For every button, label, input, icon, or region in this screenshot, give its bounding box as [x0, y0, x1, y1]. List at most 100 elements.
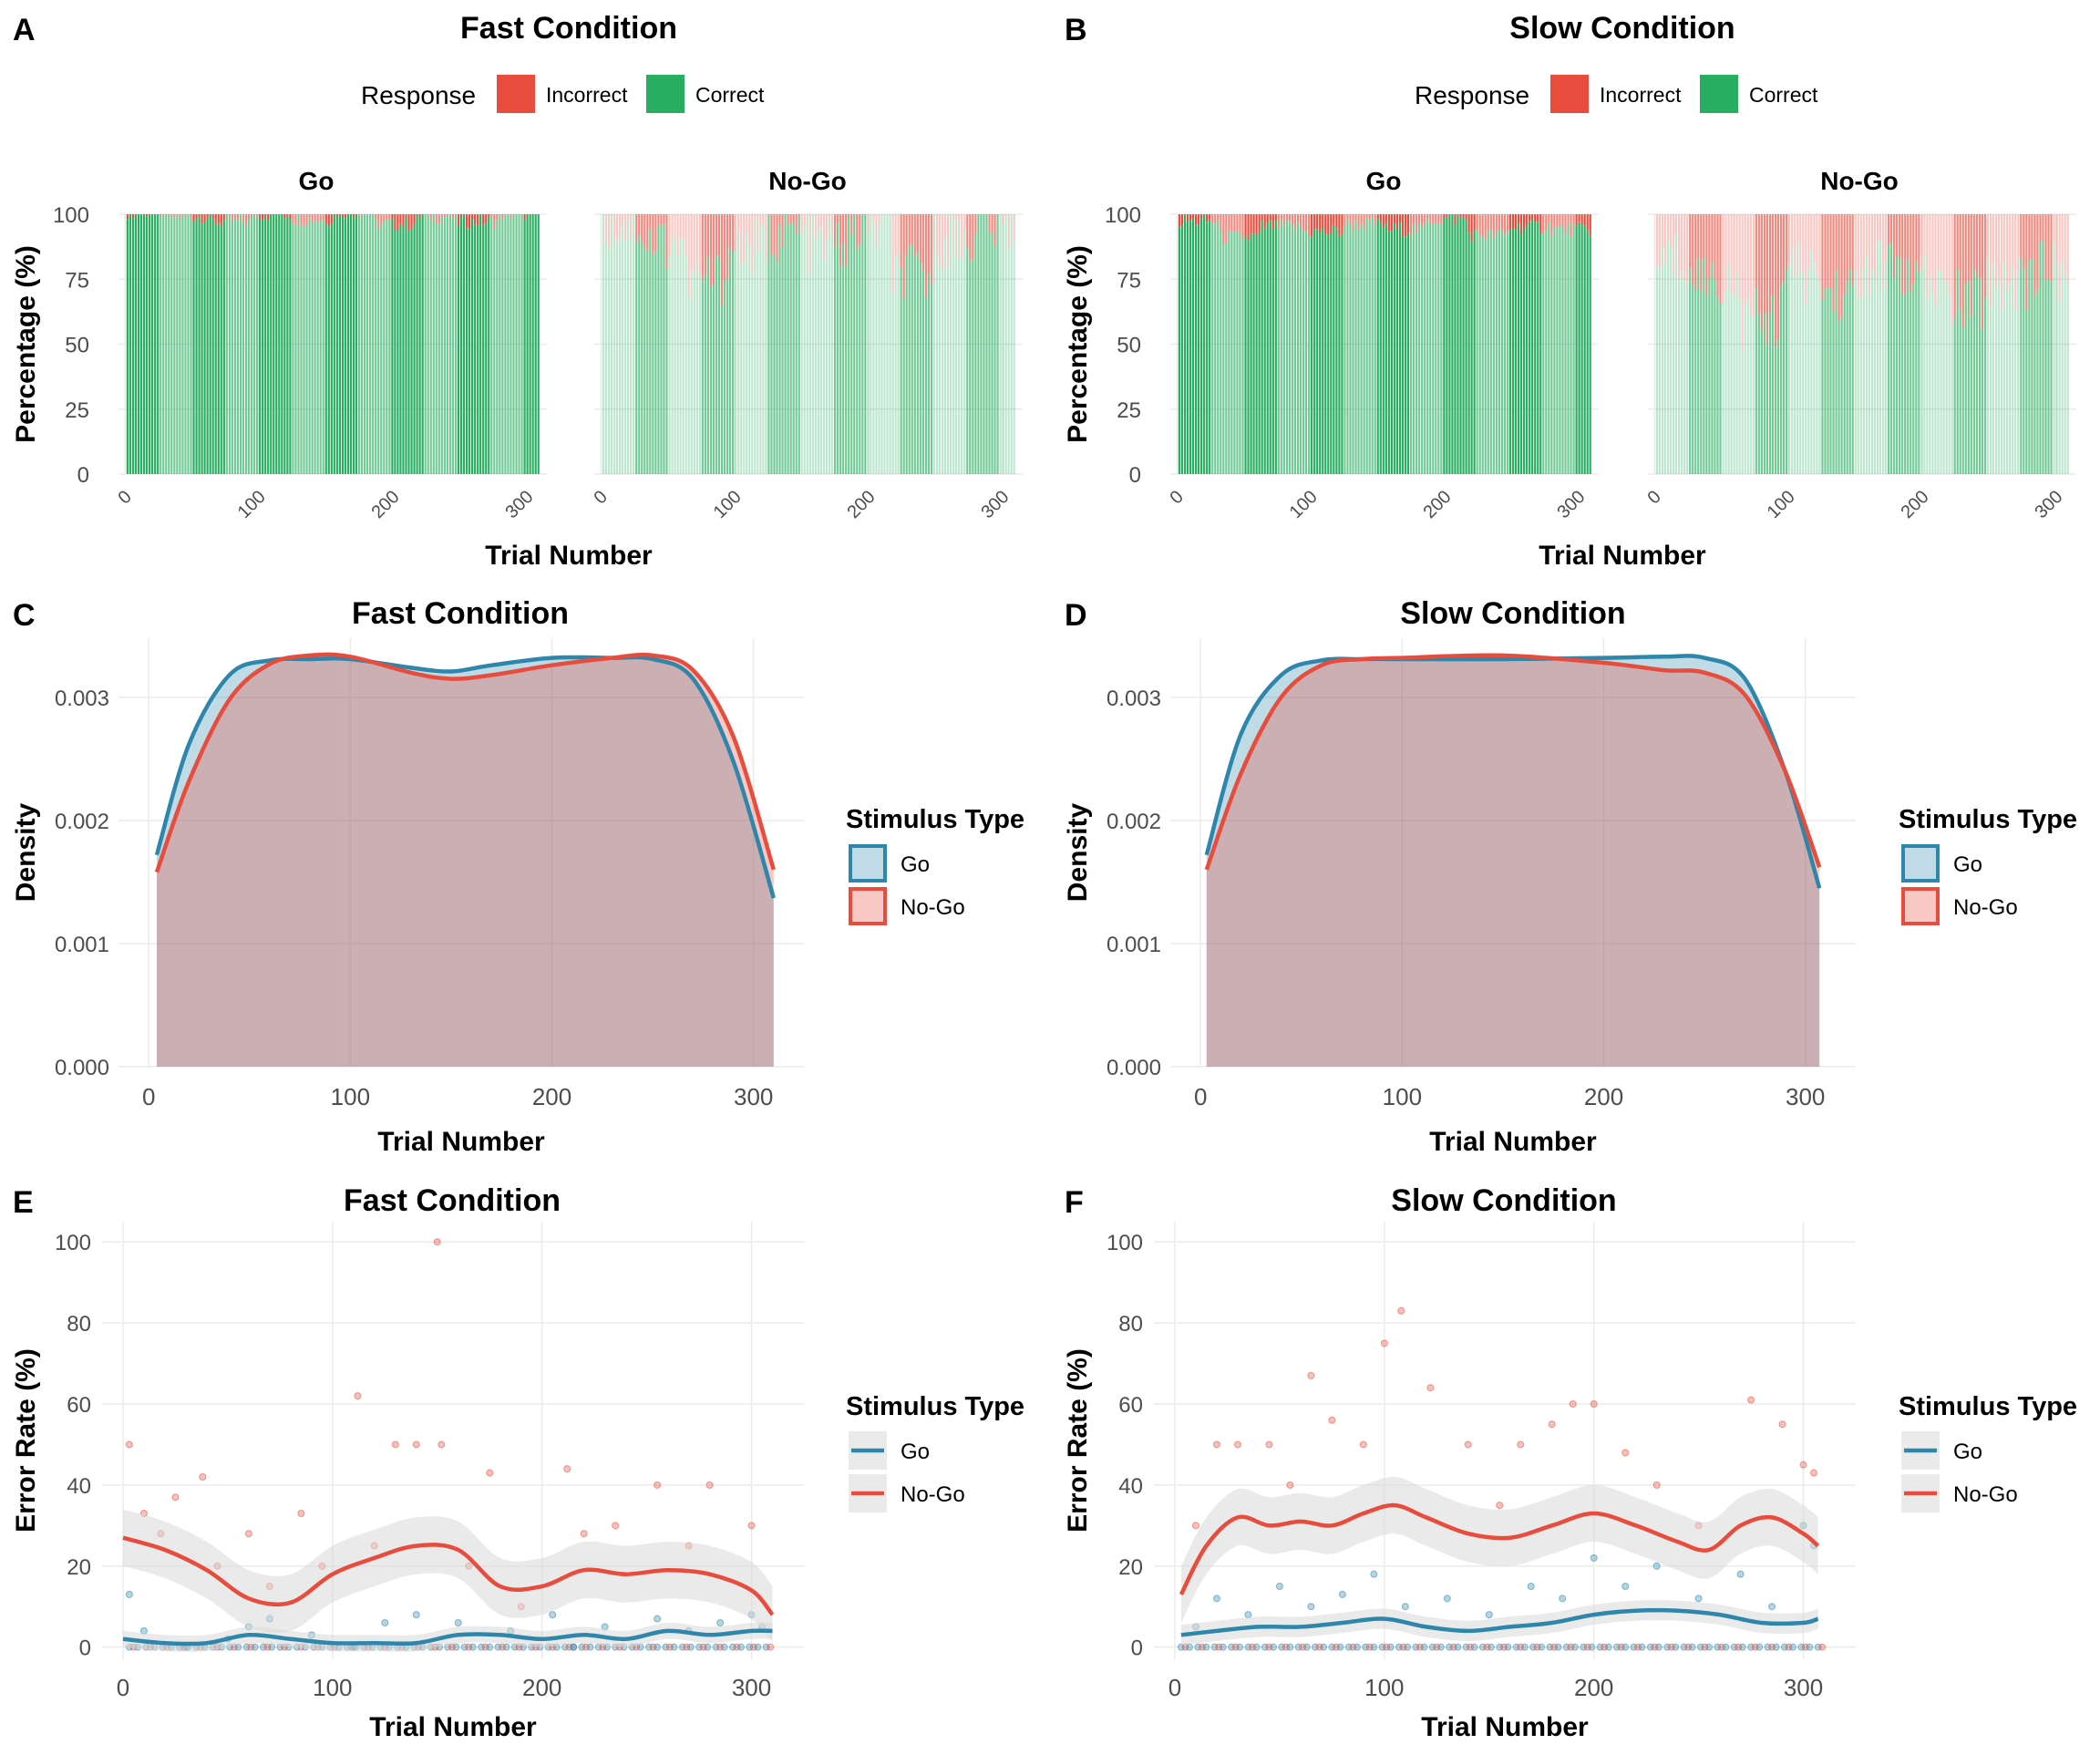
bar-incorrect: [974, 214, 976, 234]
bar-incorrect: [380, 214, 382, 223]
bar-correct: [160, 216, 161, 474]
bar-incorrect: [1225, 214, 1227, 243]
bar-incorrect: [1777, 214, 1779, 339]
bar-correct: [848, 216, 849, 474]
bar-incorrect: [1829, 214, 1831, 287]
point-go: [705, 1644, 711, 1650]
bar-incorrect: [386, 214, 387, 220]
bar-correct: [1222, 243, 1224, 474]
bar-incorrect: [2009, 214, 2011, 283]
bar-correct: [674, 235, 675, 474]
bar-incorrect: [635, 214, 637, 242]
point-go: [1337, 1644, 1343, 1650]
bar-incorrect: [477, 214, 479, 226]
bar-correct: [242, 222, 244, 474]
bar-correct: [1673, 275, 1674, 474]
bar-correct: [1550, 236, 1552, 474]
bar-correct: [922, 271, 924, 474]
bar-correct: [2064, 274, 2066, 474]
bar-correct: [1349, 224, 1351, 474]
bar-correct: [129, 214, 131, 474]
bar-incorrect: [1805, 214, 1807, 305]
bar-correct: [870, 214, 871, 474]
bar-incorrect: [1739, 214, 1741, 296]
bar-correct: [1324, 234, 1326, 474]
bar-incorrect: [1415, 214, 1417, 232]
bar-incorrect: [1998, 214, 2000, 280]
bar-correct: [204, 222, 206, 474]
bar-incorrect: [413, 214, 415, 224]
bar-correct: [518, 214, 520, 474]
bar-correct: [1796, 244, 1798, 474]
bar-incorrect: [305, 214, 307, 225]
point-go: [1471, 1644, 1477, 1650]
bar-incorrect: [729, 214, 731, 246]
bar-correct: [1272, 230, 1274, 474]
x-tick-label: 200: [843, 487, 879, 522]
y-tick-label: 100: [55, 1231, 91, 1255]
bar-correct: [928, 274, 930, 474]
point-nogo: [748, 1523, 755, 1529]
bar-incorrect: [1394, 214, 1395, 223]
bar-incorrect: [1364, 214, 1365, 230]
point-go: [1402, 1604, 1408, 1610]
bar-correct: [1300, 227, 1302, 474]
bar-incorrect: [405, 214, 407, 217]
bar-incorrect: [1250, 214, 1251, 233]
bar-correct: [826, 239, 828, 474]
bar-correct: [419, 219, 421, 474]
bar-correct: [2062, 262, 2064, 474]
bar-correct: [1179, 227, 1180, 474]
bar-incorrect: [705, 214, 706, 275]
bar-incorrect: [993, 214, 995, 245]
bar-correct: [920, 262, 921, 474]
bar-correct: [1863, 267, 1865, 474]
bar-incorrect: [856, 214, 858, 249]
bar-correct: [1459, 218, 1461, 474]
bar-incorrect: [931, 214, 932, 284]
y-tick-label: 100: [1107, 1231, 1143, 1255]
bar-correct: [613, 237, 615, 474]
bar-correct: [638, 235, 640, 474]
bar-correct: [1380, 222, 1382, 474]
bar-correct: [1587, 231, 1589, 474]
bar-correct: [507, 214, 509, 474]
bar-incorrect: [654, 214, 656, 251]
x-tick-label: 100: [710, 487, 746, 522]
bar-correct: [757, 252, 758, 474]
bar-correct: [1372, 217, 1374, 474]
point-go: [1706, 1644, 1713, 1650]
bar-correct: [1912, 284, 1914, 474]
point-nogo: [392, 1441, 398, 1448]
bar-incorrect: [963, 214, 965, 232]
point-go: [550, 1612, 556, 1618]
bar-correct: [1011, 214, 1013, 474]
point-go: [1387, 1644, 1394, 1650]
bar-incorrect: [1683, 214, 1685, 281]
y-tick-label: 0.002: [55, 810, 109, 834]
bar-incorrect: [1858, 214, 1859, 296]
bar-correct: [1206, 222, 1208, 474]
bar-correct: [364, 214, 365, 474]
bar-correct: [1364, 230, 1365, 474]
bar-incorrect: [2012, 214, 2013, 268]
bar-correct: [1572, 223, 1574, 474]
bar-incorrect: [1705, 214, 1707, 295]
bar-correct: [1498, 229, 1500, 474]
bar-incorrect: [680, 214, 682, 239]
bar-incorrect: [721, 214, 723, 305]
bar-correct: [815, 239, 817, 474]
bar-correct: [1520, 234, 1522, 474]
bar-incorrect: [1570, 214, 1571, 237]
bar-incorrect: [1338, 214, 1340, 237]
bar-incorrect: [283, 214, 285, 218]
bar-correct: [530, 214, 531, 474]
bar-incorrect: [630, 214, 632, 238]
bar-correct: [798, 217, 800, 474]
y-tick-label: 75: [65, 268, 89, 293]
bar-correct: [1670, 246, 1672, 474]
bar-correct: [1413, 224, 1415, 474]
bar-incorrect: [1297, 214, 1299, 222]
